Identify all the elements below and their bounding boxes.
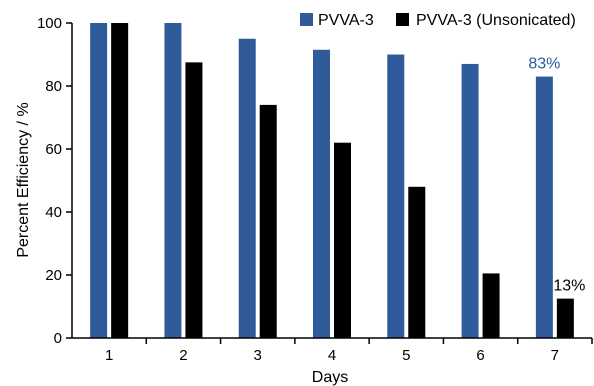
bars-layer — [90, 23, 574, 339]
x-axis-title: Days — [312, 369, 348, 386]
bar-pvva3-unsonicated-day-7 — [556, 298, 574, 338]
x-tick-label-7: 7 — [551, 347, 559, 364]
bar-pvva3-day-7 — [535, 76, 553, 339]
y-axis-title: Percent Efficiency / % — [15, 102, 32, 257]
x-tick-label-2: 2 — [179, 347, 187, 364]
bar-pvva3-day-5 — [387, 54, 405, 338]
axes-layer — [66, 22, 593, 344]
y-tick-label-60: 60 — [45, 141, 62, 158]
x-tick-label-4: 4 — [328, 347, 336, 364]
annotation-pvva3-day-7: 83% — [528, 56, 560, 73]
bar-pvva3-unsonicated-day-4 — [334, 142, 351, 338]
legend-label-pvva3-unsonicated: PVVA-3 (Unsonicated) — [416, 12, 576, 29]
x-tick-label-3: 3 — [254, 347, 262, 364]
y-tick-label-80: 80 — [45, 78, 62, 95]
y-tick-label-20: 20 — [45, 267, 62, 284]
legend-label-pvva3: PVVA-3 — [318, 12, 374, 29]
y-tick-label-100: 100 — [37, 15, 62, 32]
bar-pvva3-unsonicated-day-5 — [408, 186, 426, 338]
bar-pvva3-unsonicated-day-2 — [185, 62, 203, 338]
annotation-pvva3-unsonicated-day-7: 13% — [553, 278, 585, 295]
bar-pvva3-day-3 — [238, 38, 256, 338]
bar-pvva3-unsonicated-day-1 — [111, 23, 129, 338]
legend-swatch-pvva3-unsonicated — [396, 13, 409, 26]
labels-layer: 0 20 40 60 80 100 1 2 3 4 5 6 7 83% 13% — [37, 15, 585, 364]
legend: PVVA-3 PVVA-3 (Unsonicated) — [300, 12, 576, 29]
legend-swatch-pvva3 — [300, 13, 313, 26]
bar-pvva3-day-1 — [90, 23, 108, 338]
x-tick-label-5: 5 — [402, 347, 410, 364]
bar-pvva3-day-6 — [461, 63, 479, 338]
bar-pvva3-unsonicated-day-3 — [259, 104, 277, 339]
y-tick-label-0: 0 — [54, 330, 62, 347]
y-tick-label-40: 40 — [45, 204, 62, 221]
bar-pvva3-unsonicated-day-6 — [482, 273, 500, 338]
x-tick-label-1: 1 — [105, 347, 113, 364]
bar-pvva3-day-2 — [164, 23, 182, 338]
bar-pvva3-day-4 — [313, 49, 330, 339]
x-tick-label-6: 6 — [476, 347, 484, 364]
